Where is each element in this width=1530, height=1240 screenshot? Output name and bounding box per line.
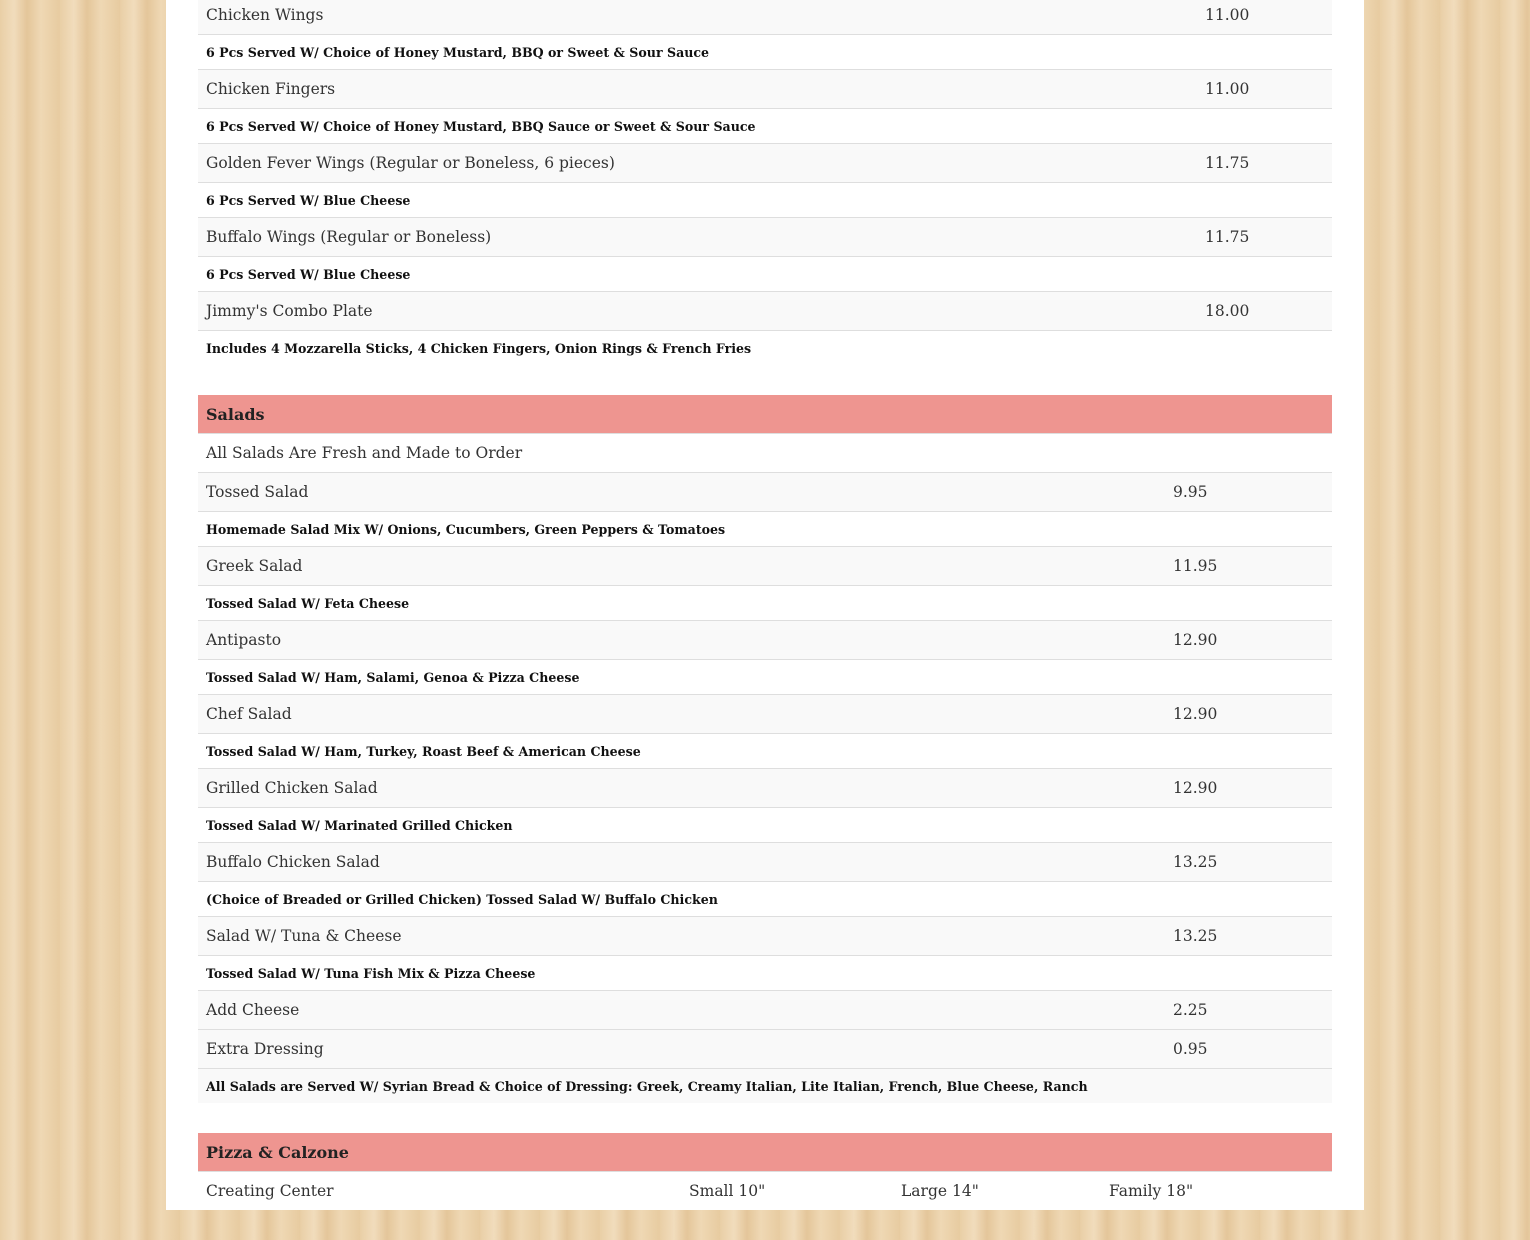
appetizers-section: Chicken Wings 11.00 6 Pcs Served W/ Choice…: [198, 0, 1332, 365]
menu-item-row: Golden Fever Wings (Regular or Boneless,…: [198, 143, 1332, 182]
salads-intro: All Salads Are Fresh and Made to Order: [198, 433, 1332, 472]
item-description: Tossed Salad W/ Tuna Fish Mix & Pizza Ch…: [206, 965, 536, 981]
item-name: Greek Salad: [206, 557, 303, 575]
item-description: 6 Pcs Served W/ Choice of Honey Mustard,…: [206, 118, 756, 134]
menu-item-row: Grilled Chicken Salad 12.90: [198, 768, 1332, 807]
item-name: Extra Dressing: [206, 1040, 324, 1058]
menu-item-row: Add Cheese 2.25: [198, 990, 1332, 1029]
item-description: Homemade Salad Mix W/ Onions, Cucumbers,…: [206, 521, 726, 537]
item-description: Includes 4 Mozzarella Sticks, 4 Chicken …: [206, 340, 752, 356]
section-header-salads: Salads: [198, 395, 1332, 433]
menu-item-row: Chicken Fingers 11.00: [198, 69, 1332, 108]
item-price: 0.95: [1173, 1040, 1208, 1058]
item-description-row: (Choice of Breaded or Grilled Chicken) T…: [198, 881, 1332, 916]
item-description: Tossed Salad W/ Ham, Turkey, Roast Beef …: [206, 743, 641, 759]
item-name: Chef Salad: [206, 705, 292, 723]
item-description-row: Tossed Salad W/ Ham, Turkey, Roast Beef …: [198, 733, 1332, 768]
item-description-row: 6 Pcs Served W/ Blue Cheese: [198, 256, 1332, 291]
item-price: 11.95: [1173, 557, 1218, 575]
menu-item-row: Chicken Wings 11.00: [198, 0, 1332, 34]
item-name: Add Cheese: [206, 1001, 300, 1019]
item-description-row: All Salads are Served W/ Syrian Bread & …: [198, 1068, 1332, 1103]
item-description-row: Tossed Salad W/ Feta Cheese: [198, 585, 1332, 620]
item-description: (Choice of Breaded or Grilled Chicken) T…: [206, 891, 718, 907]
item-name: Buffalo Chicken Salad: [206, 853, 380, 871]
menu-item-row: Tossed Salad 9.95: [198, 472, 1332, 511]
item-price: 11.75: [1205, 228, 1250, 246]
pizza-size-header: Creating Center Small 10" Large 14" Fami…: [198, 1171, 1332, 1210]
item-description-row: Includes 4 Mozzarella Sticks, 4 Chicken …: [198, 330, 1332, 365]
item-description-row: Tossed Salad W/ Tuna Fish Mix & Pizza Ch…: [198, 955, 1332, 990]
item-name: Salad W/ Tuna & Cheese: [206, 927, 402, 945]
menu-item-row: Buffalo Chicken Salad 13.25: [198, 842, 1332, 881]
item-name: Grilled Chicken Salad: [206, 779, 378, 797]
section-header-pizza: Pizza & Calzone: [198, 1133, 1332, 1171]
menu-item-row: Extra Dressing 0.95: [198, 1029, 1332, 1068]
item-price: 11.00: [1205, 5, 1250, 24]
menu-item-row: Buffalo Wings (Regular or Boneless) 11.75: [198, 217, 1332, 256]
item-description: All Salads are Served W/ Syrian Bread & …: [206, 1078, 1088, 1094]
item-name: Antipasto: [206, 631, 282, 649]
item-name: Buffalo Wings (Regular or Boneless): [206, 228, 492, 246]
size-large: Large 14": [901, 1182, 979, 1200]
item-price: 18.00: [1205, 302, 1250, 320]
size-family: Family 18": [1109, 1182, 1194, 1200]
item-description: Tossed Salad W/ Marinated Grilled Chicke…: [206, 817, 513, 833]
item-description: 6 Pcs Served W/ Blue Cheese: [206, 266, 411, 282]
item-price: 9.95: [1173, 483, 1208, 501]
item-price: 12.90: [1173, 779, 1218, 797]
item-description: Tossed Salad W/ Ham, Salami, Genoa & Piz…: [206, 669, 580, 685]
item-description-row: Homemade Salad Mix W/ Onions, Cucumbers,…: [198, 511, 1332, 546]
salads-section: Salads All Salads Are Fresh and Made to …: [198, 395, 1332, 1103]
item-description-row: Tossed Salad W/ Marinated Grilled Chicke…: [198, 807, 1332, 842]
item-price: 11.75: [1205, 154, 1250, 172]
item-description-row: 6 Pcs Served W/ Blue Cheese: [198, 182, 1332, 217]
item-description: 6 Pcs Served W/ Choice of Honey Mustard,…: [206, 44, 710, 60]
item-name: Tossed Salad: [206, 483, 309, 501]
menu-item-row: Greek Salad 11.95: [198, 546, 1332, 585]
item-price: 11.00: [1205, 80, 1250, 98]
item-price: 2.25: [1173, 1001, 1208, 1019]
menu: Chicken Wings 11.00 6 Pcs Served W/ Choice…: [198, 0, 1332, 1240]
item-description: Tossed Salad W/ Feta Cheese: [206, 595, 410, 611]
size-small: Small 10": [689, 1182, 766, 1200]
item-description-row: 6 Pcs Served W/ Choice of Honey Mustard,…: [198, 108, 1332, 143]
item-description: 6 Pcs Served W/ Blue Cheese: [206, 192, 411, 208]
item-name: Jimmy's Combo Plate: [206, 302, 373, 320]
item-name: Golden Fever Wings (Regular or Boneless,…: [206, 154, 615, 172]
item-description-row: 6 Pcs Served W/ Choice of Honey Mustard,…: [198, 34, 1332, 69]
menu-item-row: Antipasto 12.90: [198, 620, 1332, 659]
pizza-section: Pizza & Calzone Creating Center Small 10…: [198, 1133, 1332, 1210]
item-price: 13.25: [1173, 927, 1218, 945]
menu-item-row: Chef Salad 12.90: [198, 694, 1332, 733]
menu-item-row: Jimmy's Combo Plate 18.00: [198, 291, 1332, 330]
item-price: 12.90: [1173, 705, 1218, 723]
item-name: Chicken Wings: [206, 5, 324, 24]
item-name: Chicken Fingers: [206, 80, 336, 98]
item-price: 13.25: [1173, 853, 1218, 871]
menu-panel: Chicken Wings 11.00 6 Pcs Served W/ Choice…: [166, 0, 1364, 1210]
menu-item-row: Salad W/ Tuna & Cheese 13.25: [198, 916, 1332, 955]
item-description-row: Tossed Salad W/ Ham, Salami, Genoa & Piz…: [198, 659, 1332, 694]
item-price: 12.90: [1173, 631, 1218, 649]
